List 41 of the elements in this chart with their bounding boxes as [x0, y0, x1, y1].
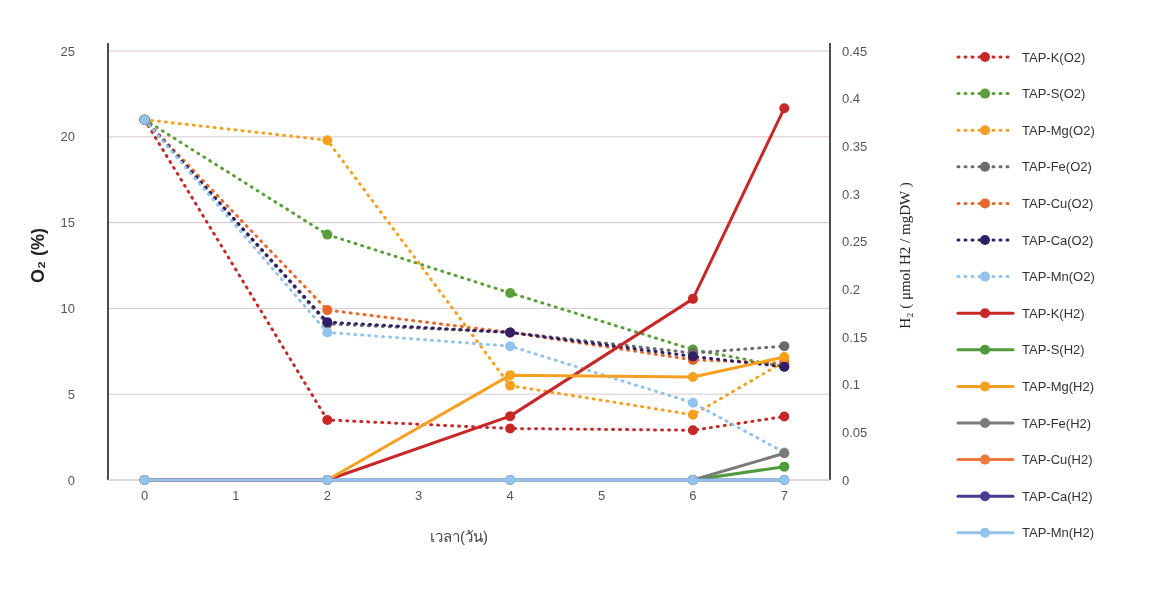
- y2-tick-label: 0.25: [842, 234, 868, 250]
- legend-label: TAP-K(O2): [1022, 49, 1086, 65]
- legend-label: TAP-Fe(O2): [1022, 159, 1092, 175]
- y-tick-label: 15: [60, 215, 75, 231]
- x-tick-label: 0: [140, 488, 149, 503]
- legend-label: TAP-Mg(O2): [1022, 122, 1095, 138]
- x-tick-label: 7: [780, 488, 788, 503]
- y2-tick-label: 0.15: [842, 329, 868, 345]
- y-tick-label: 10: [60, 300, 75, 316]
- x-tick-label: 1: [232, 488, 240, 503]
- y2-tick-label: 0.45: [842, 43, 868, 59]
- legend-label: TAP-Mn(H2): [1022, 525, 1094, 541]
- y2-axis-title: H₂ ( μmol H2 / mgDW ): [897, 182, 914, 329]
- y2-tick-label: 0.35: [842, 138, 868, 154]
- legend-label: TAP-S(O2): [1022, 86, 1086, 102]
- y-tick-label: 0: [67, 472, 75, 488]
- y2-tick-label: 0.05: [842, 424, 868, 440]
- x-tick-label: 2: [323, 488, 331, 503]
- legend-label: TAP-Fe(H2): [1022, 415, 1092, 431]
- y-tick-label: 20: [60, 129, 75, 145]
- x-axis-title: เวลา(วัน): [430, 528, 488, 545]
- x-tick-label: 5: [597, 488, 606, 503]
- x-tick-label: 6: [689, 488, 697, 503]
- y-axis-title: O₂ (%): [28, 228, 48, 283]
- legend-label: TAP-K(H2): [1022, 305, 1085, 321]
- x-tick-label: 3: [415, 488, 423, 503]
- y2-tick-label: 0.3: [842, 186, 861, 202]
- legend-label: TAP-Cu(O2): [1022, 195, 1094, 211]
- legend-label: TAP-Mg(H2): [1022, 378, 1094, 394]
- legend-label: TAP-S(H2): [1022, 342, 1085, 358]
- y2-tick-label: 0.2: [842, 281, 861, 297]
- legend-label: TAP-Ca(H2): [1022, 488, 1093, 504]
- y2-tick-label: 0.1: [842, 377, 861, 393]
- y2-tick-label: 0: [842, 472, 850, 488]
- y-tick-label: 25: [60, 43, 75, 59]
- legend-label: TAP-Ca(O2): [1022, 232, 1094, 248]
- y-tick-label: 5: [67, 386, 75, 402]
- legend-label: TAP-Mn(O2): [1022, 269, 1095, 285]
- x-tick-label: 4: [506, 488, 514, 503]
- legend-label: TAP-Cu(H2): [1022, 452, 1093, 468]
- y2-tick-label: 0.4: [842, 91, 861, 107]
